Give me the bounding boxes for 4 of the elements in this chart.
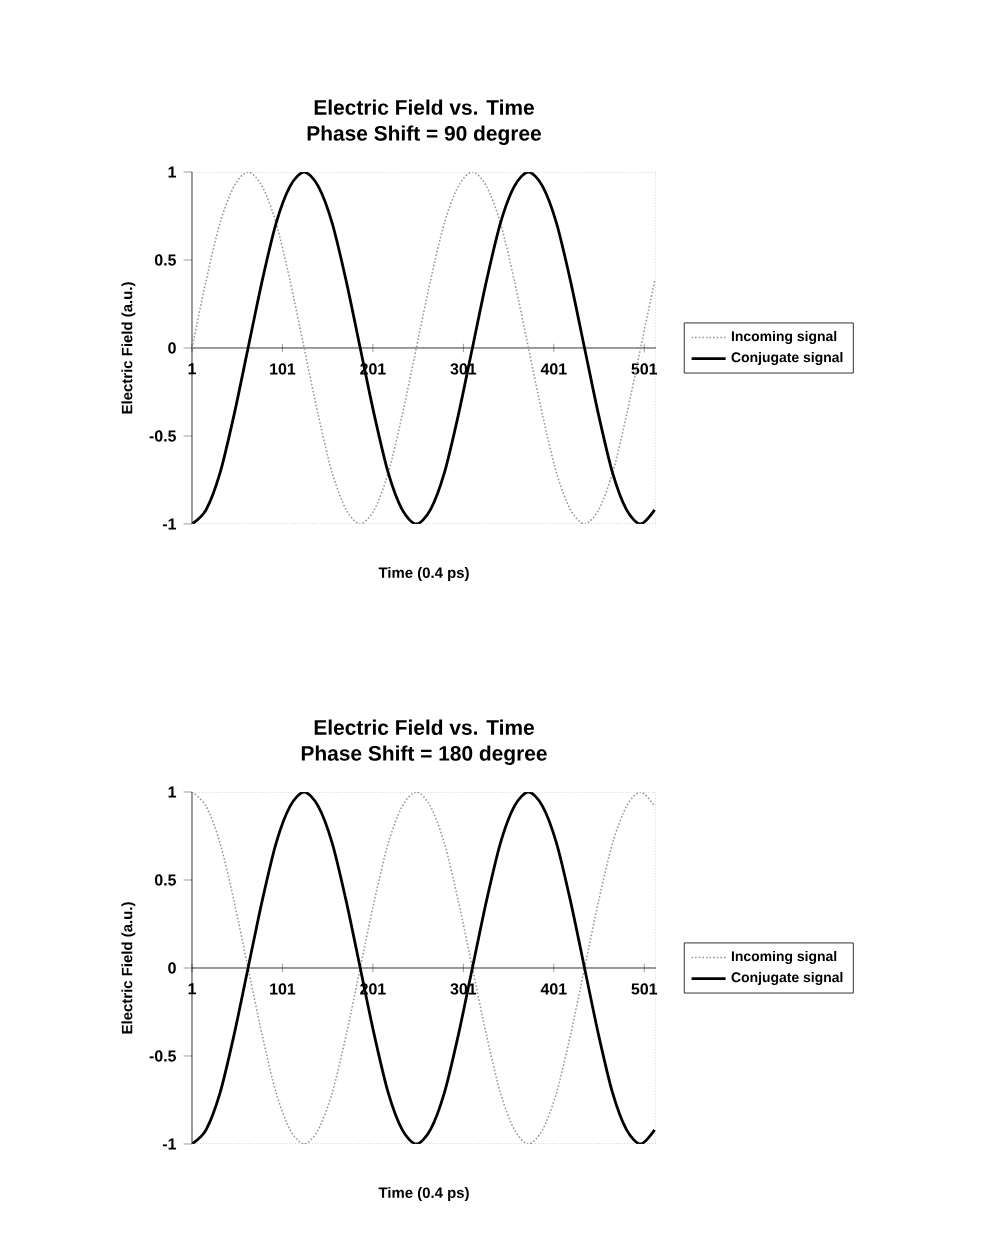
chart-subtitle: Phase Shift = 180 degree bbox=[301, 745, 547, 765]
chart-title: Electric Field vs. Time bbox=[314, 99, 534, 115]
chart-title: Electric Field vs. Time bbox=[314, 719, 534, 735]
chart-subtitle: Phase Shift = 90 degree bbox=[307, 125, 541, 145]
